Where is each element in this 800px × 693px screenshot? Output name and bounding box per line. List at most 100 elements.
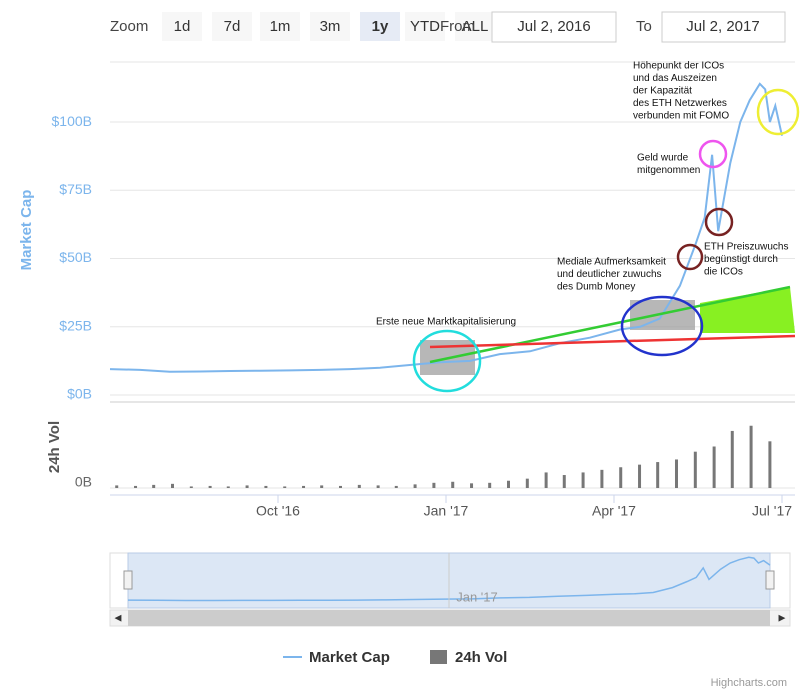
annotation: Höhepunkt der ICOs [633, 61, 724, 72]
zoom-button-label[interactable]: 7d [224, 18, 241, 35]
volume-bar [470, 483, 474, 488]
annotation: die ICOs [704, 267, 743, 278]
zoom-label: Zoom [110, 18, 148, 35]
annotation: ETH Preiszuwuchs [704, 242, 788, 253]
volume-bar [506, 480, 510, 488]
zoom-button[interactable] [455, 12, 495, 41]
navigator-tick-label: Jan '17 [456, 589, 498, 604]
y2-tick-label: 0B [75, 474, 92, 490]
annotation: des ETH Netzwerkes [633, 98, 727, 109]
volume-bar [768, 441, 772, 488]
annotation: des Dumb Money [557, 282, 635, 293]
volume-bar [730, 430, 734, 488]
market-cap-line [109, 82, 783, 373]
zoom-button-label[interactable]: 1y [372, 18, 389, 35]
scrollbar-thumb[interactable] [128, 610, 770, 626]
x-tick-label: Apr '17 [592, 503, 636, 519]
volume-bar [170, 483, 174, 488]
annotation: mitgenommen [637, 165, 700, 176]
volume-bar [208, 485, 212, 488]
volume-bar [488, 482, 492, 488]
legend-label[interactable]: Market Cap [309, 649, 390, 666]
annotation: Erste neue Marktkapitalisierung [376, 317, 516, 328]
highlight-circle [704, 207, 734, 237]
highlight-circle [620, 295, 704, 357]
volume-bar [394, 485, 398, 488]
trend-line [429, 334, 796, 349]
zoom-button-label[interactable]: YTD [410, 18, 440, 35]
legend-label[interactable]: 24h Vol [455, 649, 507, 666]
annotation: und deutlicher zuwuchs [557, 269, 662, 280]
navigator-handle[interactable] [765, 570, 775, 590]
x-tick-label: Jul '17 [752, 503, 792, 519]
volume-bar [245, 485, 249, 488]
trend-fill [700, 287, 795, 333]
volume-bar [749, 425, 753, 488]
zoom-button[interactable] [260, 12, 300, 41]
annotation: begünstigt durch [704, 254, 778, 265]
volume-bar [264, 485, 268, 488]
to-label: To [636, 18, 652, 35]
zoom-button[interactable] [405, 12, 445, 41]
zoom-button-label[interactable]: 3m [320, 18, 341, 35]
volume-bar [693, 451, 697, 488]
volume-bar [674, 459, 678, 488]
y-axis-title: Market Cap [18, 190, 35, 271]
volume-bar [581, 472, 585, 488]
from-date[interactable]: Jul 2, 2016 [517, 18, 590, 35]
y-tick-label: $0B [67, 386, 92, 402]
volume-bar [656, 462, 660, 488]
volume-bar [302, 485, 306, 488]
zoom-button[interactable] [360, 12, 400, 41]
zoom-button[interactable] [310, 12, 350, 41]
volume-bar [525, 478, 529, 488]
trend-line [429, 285, 791, 364]
volume-bar [283, 486, 287, 488]
volume-bar [376, 485, 380, 488]
from-label: From [440, 18, 475, 35]
volume-bar [562, 475, 566, 488]
volume-bar [600, 469, 604, 488]
highlight-circle [412, 329, 482, 393]
volume-bar [134, 485, 138, 488]
legend-symbol [430, 650, 447, 664]
credits[interactable]: Highcharts.com [711, 677, 787, 689]
navigator-handle[interactable] [123, 570, 133, 590]
volume-bar [638, 464, 642, 488]
volume-bar [152, 484, 156, 488]
volume-bar [451, 481, 455, 488]
to-date[interactable]: Jul 2, 2017 [686, 18, 759, 35]
zoom-button[interactable] [212, 12, 252, 41]
annotation: Mediale Aufmerksamkeit [557, 257, 666, 268]
y-tick-label: $75B [59, 181, 92, 197]
zoom-button-label[interactable]: 1d [174, 18, 191, 35]
highlight-circle [676, 243, 704, 271]
zoom-button[interactable] [162, 12, 202, 41]
navigator-line [127, 556, 771, 602]
zoom-button-label[interactable]: ALL [462, 18, 489, 35]
to-input[interactable] [661, 11, 786, 43]
y-tick-label: $50B [59, 249, 92, 265]
highlight-circle [698, 139, 728, 169]
y2-axis-title: 24h Vol [46, 421, 63, 473]
volume-bar [712, 446, 716, 488]
annotation: verbunden mit FOMO [633, 111, 729, 122]
volume-bar [338, 485, 342, 488]
y-tick-label: $25B [59, 317, 92, 333]
volume-bar [432, 482, 436, 488]
volume-bar [357, 484, 361, 488]
zoom-button-label[interactable]: 1m [270, 18, 291, 35]
volume-bar [413, 484, 417, 488]
volume-bar [115, 485, 119, 488]
annotation: Geld wurde [637, 153, 689, 164]
volume-bar [619, 467, 623, 488]
highlight-circle [756, 88, 800, 136]
scrollbar-arrow: ◀ [115, 612, 122, 622]
x-tick-label: Jan '17 [424, 503, 469, 519]
scrollbar-arrow: ▶ [779, 612, 786, 622]
volume-bar [544, 472, 548, 488]
annotation: der Kapazität [633, 86, 692, 97]
volume-bar [320, 485, 324, 488]
from-input[interactable] [491, 11, 617, 43]
